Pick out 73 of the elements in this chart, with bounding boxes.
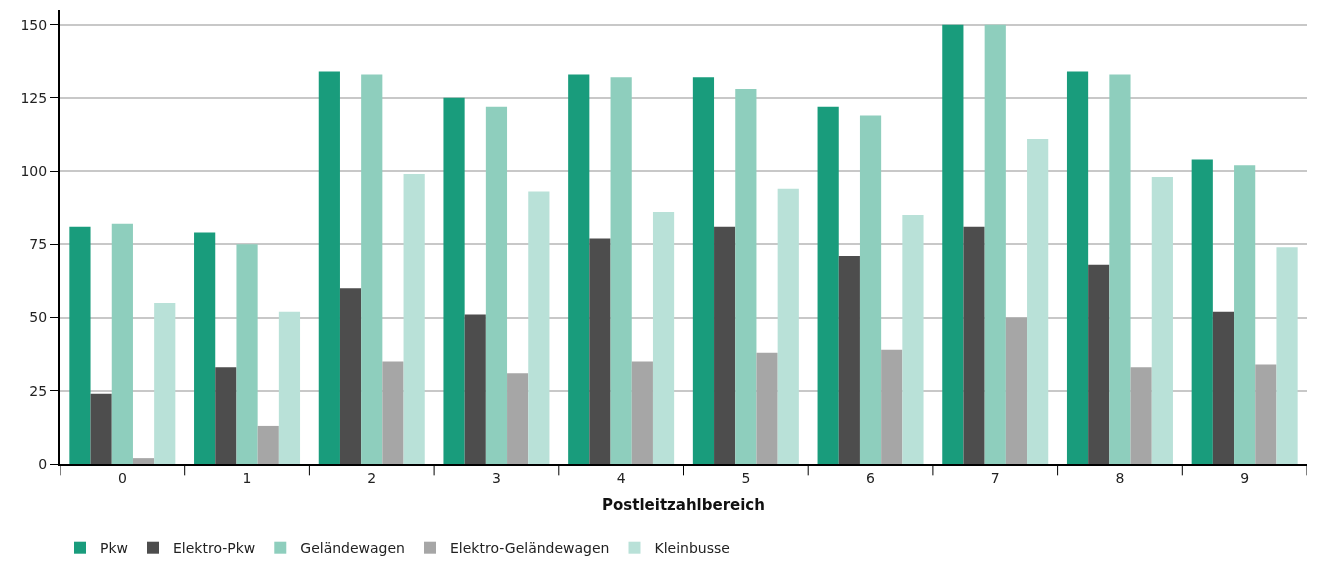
bar	[859, 115, 882, 464]
y-tick-label: 75	[29, 236, 48, 253]
bar	[154, 302, 176, 464]
bar	[90, 393, 112, 464]
bar	[382, 361, 404, 464]
bar	[132, 458, 155, 464]
bar	[69, 226, 91, 464]
x-tick-label: 9	[1240, 469, 1250, 486]
bar	[485, 106, 508, 464]
x-tick-label: 7	[990, 469, 1000, 486]
bar	[339, 288, 362, 464]
bar	[507, 373, 529, 464]
bar	[1234, 165, 1256, 464]
y-tick-label: 125	[20, 89, 48, 106]
bar	[318, 71, 340, 464]
bar	[278, 311, 301, 464]
bar	[215, 367, 237, 464]
bar	[194, 232, 216, 464]
bar	[528, 191, 550, 464]
bar	[464, 314, 486, 464]
bar	[1151, 176, 1173, 464]
bar	[735, 89, 757, 464]
y-tick-label: 150	[20, 16, 48, 33]
y-tick-label: 25	[29, 382, 48, 399]
bar	[942, 24, 964, 464]
bar	[568, 74, 590, 464]
bar	[756, 352, 778, 464]
legend-label: Pkw	[100, 540, 128, 557]
legend-label: Geländewagen	[300, 540, 405, 557]
y-tick-label: 0	[38, 455, 48, 472]
bar	[1255, 364, 1277, 464]
x-tick-label: 8	[1115, 469, 1125, 486]
bar	[1130, 367, 1152, 464]
bar	[361, 74, 383, 464]
bar	[777, 188, 799, 464]
legend-label: Kleinbusse	[654, 540, 730, 557]
bar	[838, 256, 860, 464]
bar	[1212, 311, 1235, 464]
x-tick-label: 2	[367, 469, 377, 486]
x-tick-label: 3	[491, 469, 501, 486]
bar	[589, 238, 611, 464]
bar	[714, 226, 736, 464]
x-tick-label: 6	[866, 469, 876, 486]
bar	[1109, 74, 1131, 464]
bar	[631, 361, 653, 464]
bar	[984, 24, 1006, 464]
bar	[111, 223, 133, 464]
bar	[236, 244, 258, 464]
bar	[817, 106, 839, 464]
legend-label: Elektro-Pkw	[173, 540, 256, 557]
x-axis-title: Postleitzahlbereich	[602, 496, 765, 515]
bar	[1088, 264, 1110, 464]
legend-label: Elektro-Geländewagen	[450, 540, 610, 557]
bar	[1005, 317, 1028, 464]
bar	[257, 425, 279, 464]
x-tick-label: 5	[741, 469, 751, 486]
bar	[652, 212, 675, 464]
bar	[963, 226, 985, 464]
bar	[902, 215, 924, 464]
bar	[692, 77, 715, 464]
x-tick-label: 4	[616, 469, 626, 486]
bar	[1276, 247, 1298, 464]
bar	[1027, 138, 1049, 464]
y-tick-label: 100	[20, 163, 48, 179]
x-tick-label: 0	[117, 469, 127, 486]
bar	[881, 349, 903, 464]
bar	[1066, 71, 1089, 464]
x-tick-label: 1	[242, 469, 252, 486]
bar	[1191, 159, 1213, 464]
bar	[403, 174, 425, 464]
bar	[610, 77, 632, 464]
y-tick-label: 50	[29, 309, 48, 326]
bar	[443, 97, 465, 464]
